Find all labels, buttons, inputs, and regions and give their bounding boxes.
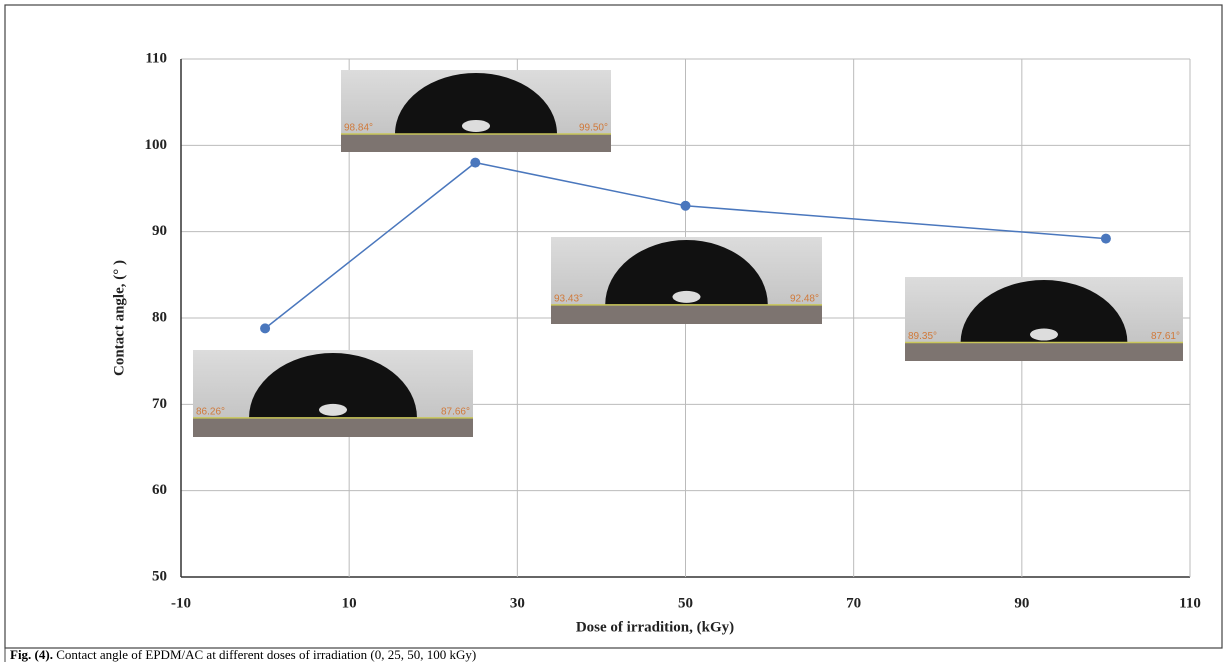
- x-tick-label: 30: [510, 595, 525, 611]
- y-tick-label: 60: [152, 482, 167, 498]
- substrate: [551, 305, 822, 324]
- x-tick-label: 90: [1014, 595, 1029, 611]
- substrate: [193, 418, 473, 437]
- angle-label: 87.66°: [441, 407, 470, 418]
- droplet-image: 93.43° 92.48°: [551, 237, 822, 324]
- reflection: [319, 404, 347, 416]
- substrate: [341, 134, 611, 152]
- caption-label: Fig. (4).: [10, 647, 53, 662]
- angle-label: 92.48°: [790, 294, 819, 305]
- y-tick-label: 100: [145, 137, 168, 153]
- angle-label: 93.43°: [554, 294, 583, 305]
- angle-label: 89.35°: [908, 331, 937, 342]
- caption-text: Contact angle of EPDM/AC at different do…: [56, 647, 476, 662]
- y-tick-label: 80: [152, 309, 167, 325]
- data-point: [260, 323, 270, 333]
- y-tick-label: 50: [152, 568, 167, 584]
- droplet-image: 86.26° 87.66°: [193, 350, 473, 437]
- x-tick-label: -10: [171, 595, 191, 611]
- reflection: [462, 120, 490, 132]
- substrate: [905, 343, 1183, 361]
- droplet-image: 89.35° 87.61°: [905, 277, 1183, 361]
- data-point: [470, 158, 480, 168]
- y-tick-label: 110: [145, 50, 167, 66]
- data-point: [681, 201, 691, 211]
- chart: Fig. (4). Contact angle of EPDM/AC at di…: [0, 0, 1228, 662]
- data-point: [1101, 234, 1111, 244]
- droplet-image: 98.84° 99.50°: [341, 70, 611, 152]
- y-tick-label: 70: [152, 396, 167, 412]
- reflection: [673, 291, 701, 303]
- y-tick-label: 90: [152, 223, 167, 239]
- reflection: [1030, 329, 1058, 341]
- y-axis-title: Contact angle, (° ): [111, 260, 127, 376]
- x-tick-label: 10: [342, 595, 357, 611]
- angle-label: 87.61°: [1151, 331, 1180, 342]
- caption: Fig. (4). Contact angle of EPDM/AC at di…: [10, 647, 476, 662]
- angle-label: 99.50°: [579, 123, 608, 134]
- x-axis-title: Dose of irradition, (kGy): [576, 619, 734, 635]
- x-tick-label: 70: [846, 595, 861, 611]
- x-tick-label: 110: [1179, 595, 1201, 611]
- angle-label: 98.84°: [344, 123, 373, 134]
- angle-label: 86.26°: [196, 407, 225, 418]
- x-tick-label: 50: [678, 595, 693, 611]
